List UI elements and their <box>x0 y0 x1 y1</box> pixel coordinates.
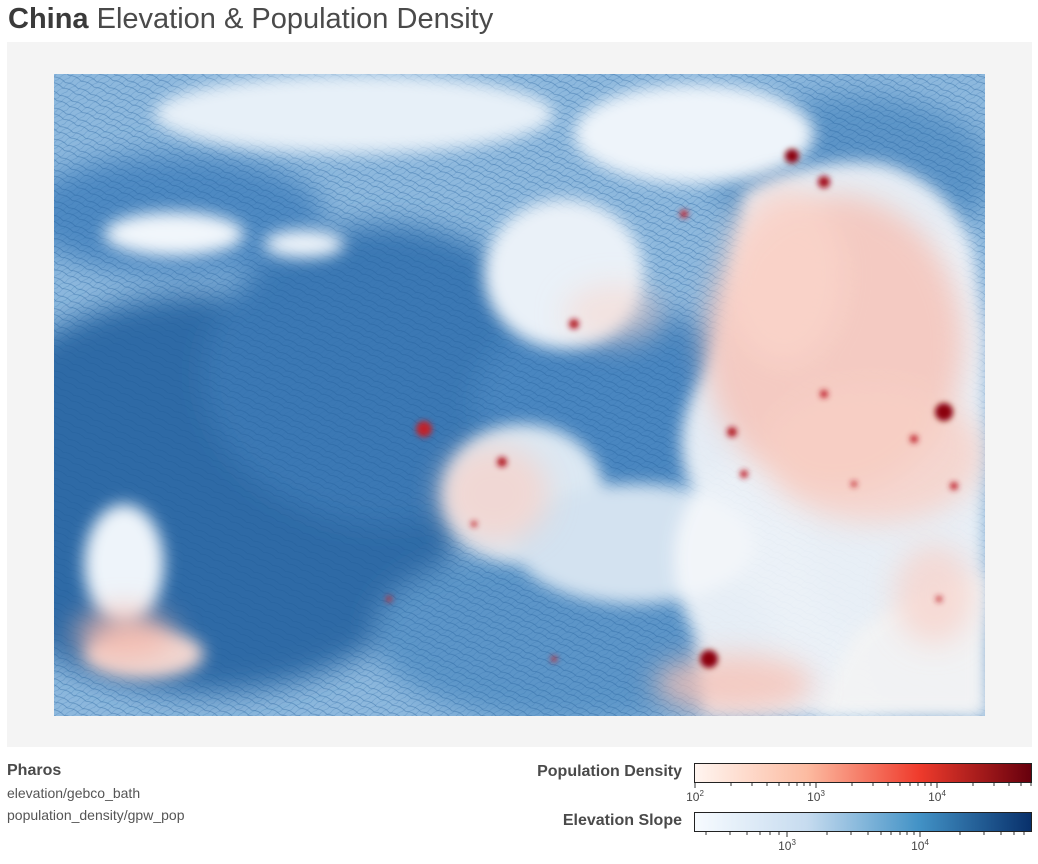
city-marker <box>700 650 718 668</box>
elevation-tick-label: 104 <box>911 838 929 853</box>
city-marker <box>386 596 392 602</box>
city-hotspots <box>386 149 958 668</box>
elevation-colorbar <box>694 812 1032 832</box>
source-name: Pharos <box>7 762 62 779</box>
elevation-legend-label: Elevation Slope <box>562 812 682 829</box>
city-marker <box>740 470 748 478</box>
city-marker <box>416 421 432 437</box>
population-ticks <box>694 783 1032 788</box>
elevation-tick-label: 103 <box>778 838 796 853</box>
city-marker <box>935 403 953 421</box>
population-tick-label: 104 <box>928 789 946 804</box>
flat-regions <box>84 74 814 679</box>
city-marker <box>936 596 942 602</box>
layer-elevation-path: elevation/gebco_bath <box>7 785 141 801</box>
city-marker <box>497 457 507 467</box>
city-marker <box>785 149 799 163</box>
page-title: China Elevation & Population Density <box>8 0 493 38</box>
map-panel[interactable] <box>7 42 1032 747</box>
population-colorbar <box>694 763 1032 783</box>
city-marker <box>471 521 477 527</box>
population-tick-label: 102 <box>686 789 704 804</box>
population-legend-label: Population Density <box>537 763 682 780</box>
city-marker <box>551 656 557 662</box>
city-marker <box>820 390 828 398</box>
city-marker <box>950 482 958 490</box>
title-country: China <box>8 3 89 35</box>
layer-population-path: population_density/gpw_pop <box>7 807 185 823</box>
city-marker <box>851 481 857 487</box>
city-marker <box>727 427 737 437</box>
population-tick-label: 103 <box>807 789 825 804</box>
city-marker <box>569 319 579 329</box>
city-marker <box>680 210 688 218</box>
city-marker <box>818 176 830 188</box>
map-canvas[interactable] <box>54 74 985 716</box>
population-density-layer <box>74 184 984 714</box>
city-marker <box>910 435 918 443</box>
title-subject: Elevation & Population Density <box>96 3 494 35</box>
elevation-ticks <box>705 832 1025 837</box>
